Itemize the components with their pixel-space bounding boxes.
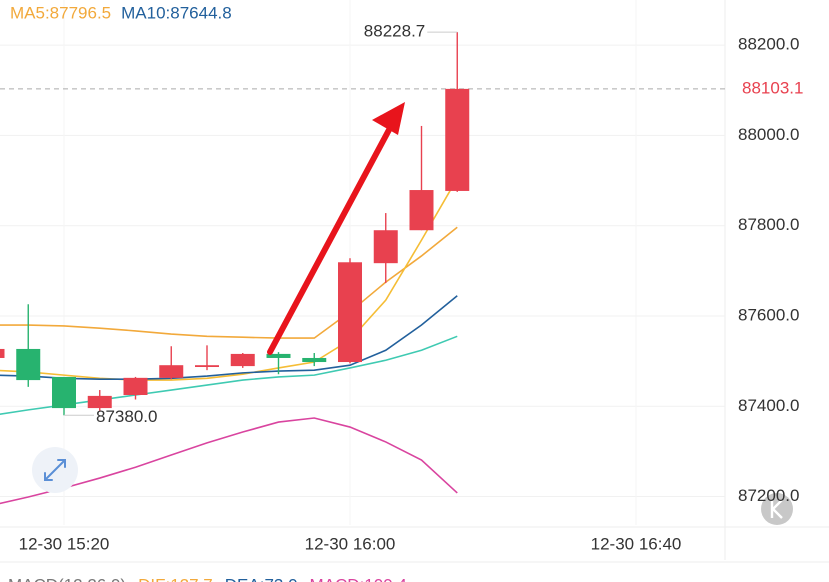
macd-info: MACD(12,26,9)	[8, 575, 126, 582]
low-label: 87380.0	[96, 407, 157, 426]
candle-body	[195, 365, 219, 368]
k-button[interactable]	[761, 493, 793, 525]
candle-body	[338, 262, 362, 363]
expand-icon	[44, 459, 66, 481]
y-tick-label: 88000.0	[738, 125, 799, 144]
y-tick-label: 87200.0	[738, 486, 799, 505]
macd-info: DEA:73.0	[225, 575, 298, 582]
candle-body	[302, 357, 327, 363]
k-icon	[770, 499, 783, 519]
arrow-shaft	[267, 125, 393, 355]
expand-button[interactable]	[32, 447, 78, 493]
y-tick-label: 87800.0	[738, 215, 799, 234]
last-price-bg	[728, 76, 829, 101]
candle-body	[123, 377, 148, 395]
x-tick-label: 12-30 15:20	[19, 534, 110, 553]
x-tick-label: 12-30 16:40	[591, 534, 682, 553]
trend-arrow	[267, 102, 405, 355]
candle-body	[230, 353, 255, 367]
arrow-head	[372, 102, 405, 135]
candle-body	[16, 348, 41, 381]
last-price-label: 88103.1	[742, 78, 803, 97]
candle-body	[52, 376, 76, 409]
macd-info: DIF:127.7	[138, 575, 213, 582]
macd-info: MACD:109.4	[310, 575, 407, 582]
candle-body	[0, 348, 5, 358]
candle-body	[266, 353, 291, 358]
candle-body	[373, 230, 398, 264]
legend-entry: MA5:87796.5	[10, 3, 111, 22]
candle-body	[159, 365, 184, 378]
y-tick-label: 88200.0	[738, 35, 799, 54]
indicator-line	[0, 177, 458, 381]
y-tick-label: 87400.0	[738, 396, 799, 415]
candle-body	[87, 395, 112, 409]
button-bg[interactable]	[761, 493, 793, 525]
plot: 88228.7 87380.0	[0, 21, 829, 505]
indicator-line	[0, 226, 458, 339]
candle-body	[445, 88, 470, 191]
legend-entry: MA10:87644.8	[121, 3, 232, 22]
x-tick-label: 12-30 16:00	[305, 534, 396, 553]
y-tick-label: 87600.0	[738, 305, 799, 324]
high-label: 88228.7	[364, 22, 425, 41]
candle-body	[409, 190, 434, 231]
